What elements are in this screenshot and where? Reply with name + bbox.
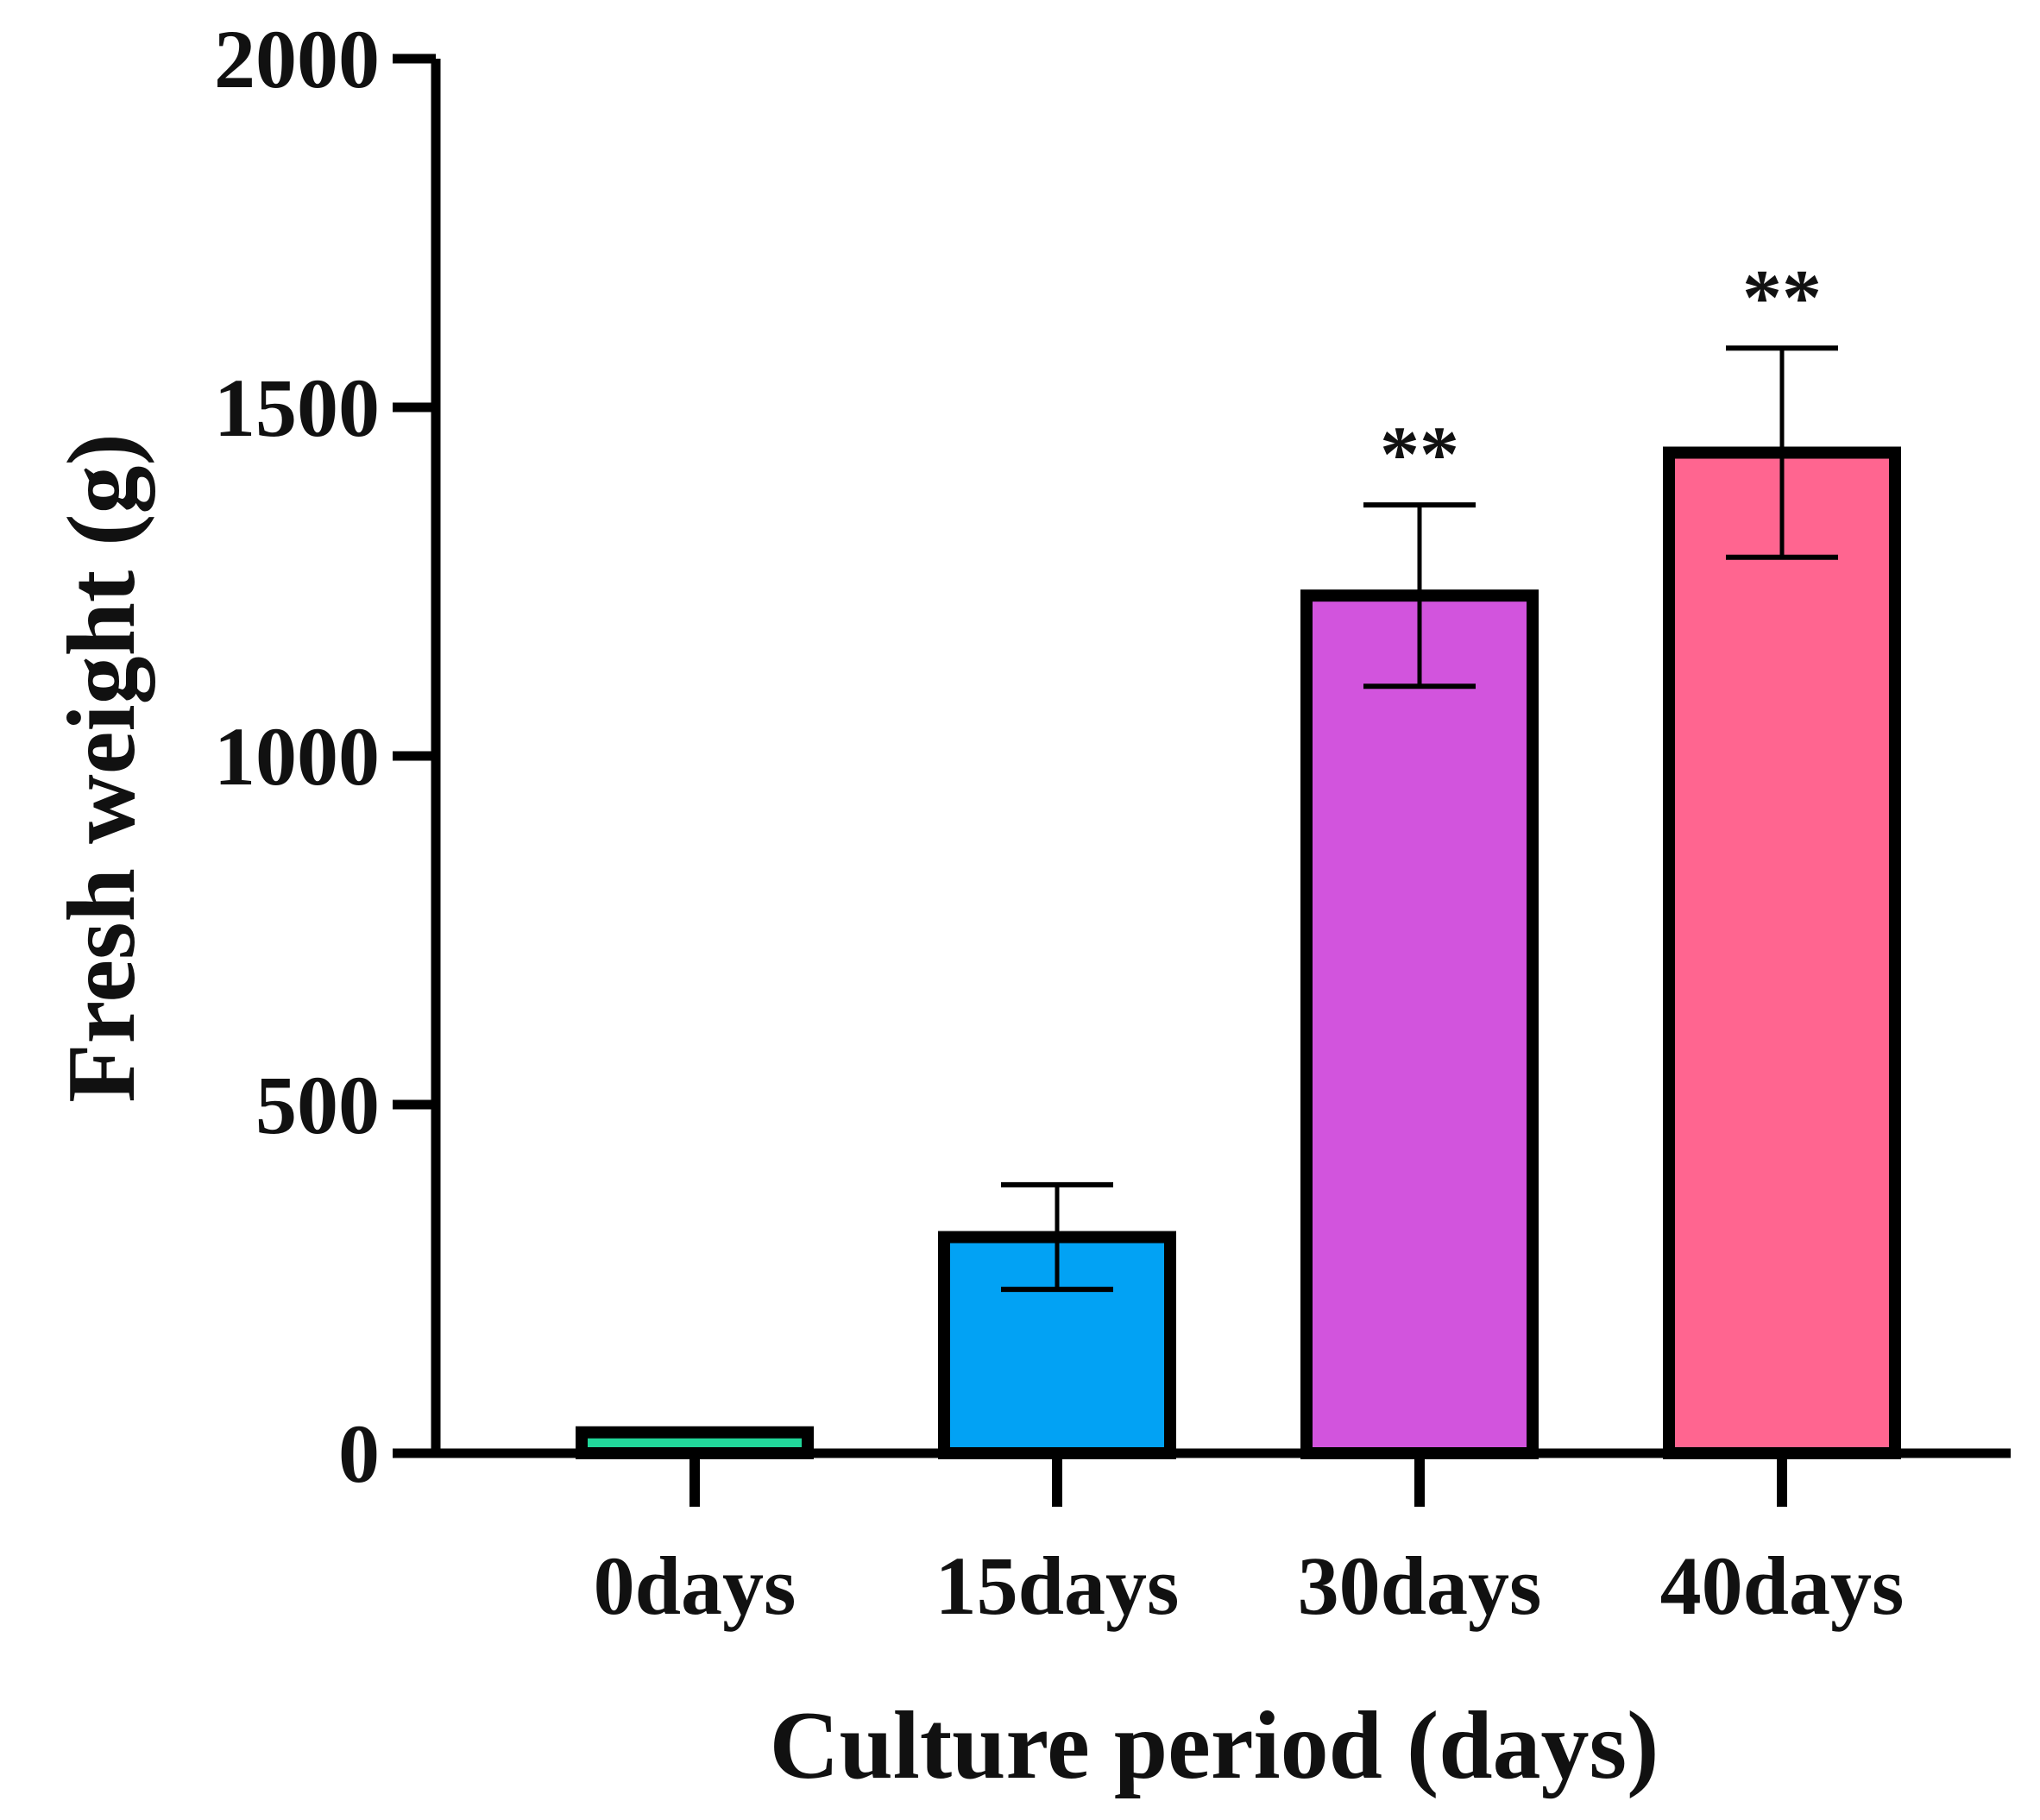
y-tick-label-0: 0	[338, 1408, 380, 1500]
x-tick-label-0days: 0days	[594, 1540, 796, 1632]
y-axis-title: Fresh weight (g)	[48, 433, 155, 1103]
x-tick-label-15days: 15days	[935, 1540, 1180, 1632]
y-tick-label-1000: 1000	[214, 710, 380, 803]
labels-layer: 0days 15days ** 30days ** 40days 0 500 1000 1500 2…	[214, 13, 1904, 1632]
bar-30days	[1300, 589, 1539, 1459]
x-tick-label-30days: 30days	[1298, 1540, 1542, 1632]
y-tick-label-1500: 1500	[214, 362, 380, 454]
x-axis-title: Culture period (days)	[770, 1692, 1659, 1799]
bars-layer	[576, 446, 1901, 1460]
x-tick-label-40days: 40days	[1660, 1540, 1905, 1632]
bar-40days	[1663, 446, 1901, 1459]
significance-label-30days: **	[1380, 410, 1459, 498]
error-bars-layer	[1001, 345, 1838, 1293]
y-tick-label-2000: 2000	[214, 13, 380, 105]
axes-layer	[393, 54, 2011, 1507]
significance-label-40days: **	[1742, 253, 1822, 341]
y-tick-label-500: 500	[255, 1059, 380, 1151]
